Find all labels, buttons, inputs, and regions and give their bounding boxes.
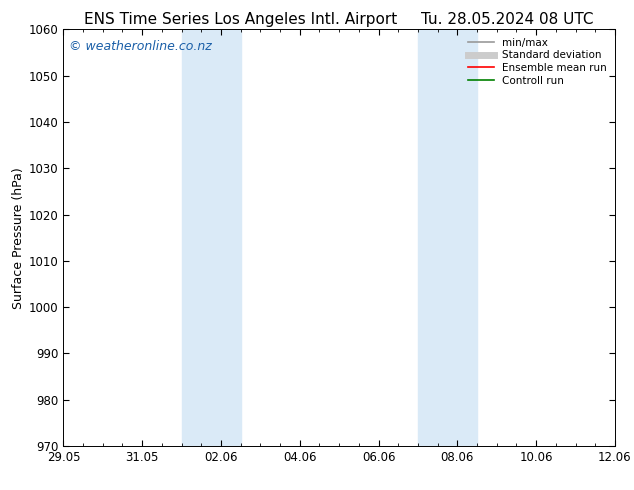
Text: ENS Time Series Los Angeles Intl. Airport: ENS Time Series Los Angeles Intl. Airpor… [84, 12, 398, 27]
Bar [418, 29, 477, 446]
Y-axis label: Surface Pressure (hPa): Surface Pressure (hPa) [11, 167, 25, 309]
Text: Tu. 28.05.2024 08 UTC: Tu. 28.05.2024 08 UTC [421, 12, 593, 27]
Bar [181, 29, 241, 446]
Legend: min/max, Standard deviation, Ensemble mean run, Controll run: min/max, Standard deviation, Ensemble me… [464, 35, 610, 89]
Text: © weatheronline.co.nz: © weatheronline.co.nz [69, 40, 212, 53]
